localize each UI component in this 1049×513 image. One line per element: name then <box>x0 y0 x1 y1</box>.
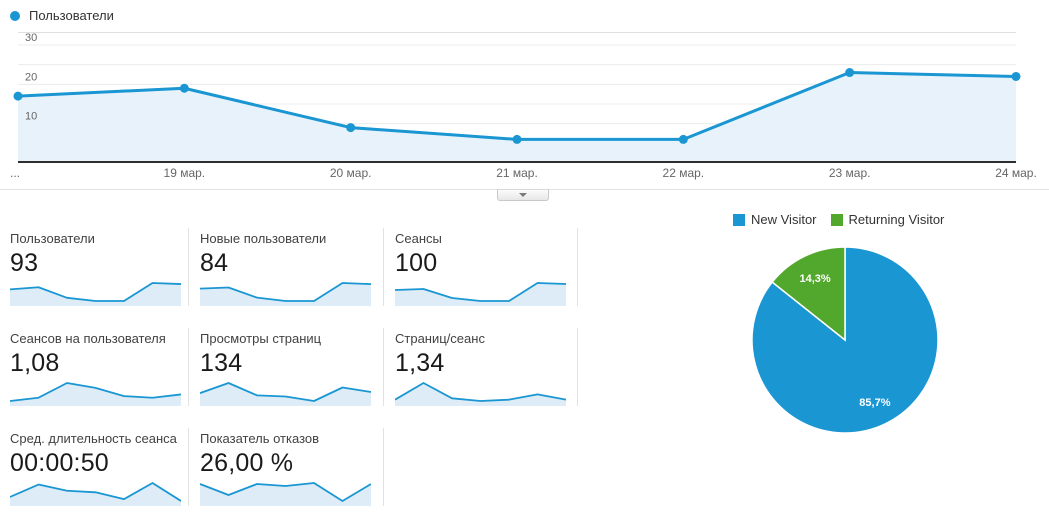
x-axis-label: 20 мар. <box>329 166 372 180</box>
caret-down-icon <box>519 193 527 197</box>
metric-label: Сеансы <box>395 231 442 246</box>
metric-value: 26,00 % <box>200 449 294 477</box>
metric-sparkline <box>10 282 181 306</box>
metric-value: 93 <box>10 249 39 277</box>
metric-sparkline <box>10 382 181 406</box>
metric-sparkline <box>395 282 566 306</box>
legend-label: New Visitor <box>751 212 817 227</box>
metric-sparkline <box>395 382 566 406</box>
users-series-label: Пользователи <box>29 8 114 23</box>
metric-sparkline <box>200 282 371 306</box>
metric-value: 134 <box>200 349 243 377</box>
x-axis-label: 22 мар. <box>662 166 705 180</box>
x-axis-label: 19 мар. <box>163 166 206 180</box>
timeline-legend: Пользователи <box>10 8 114 23</box>
legend-swatch-icon <box>733 213 745 226</box>
pie-slice-percentage: 85,7% <box>859 397 890 409</box>
users-timeline-chart: 10 20 30 <box>13 32 1021 163</box>
empty-cell <box>384 428 578 506</box>
metric-card[interactable]: Сред. длительность сеанса 00:00:50 <box>0 428 189 506</box>
pie-slice[interactable] <box>771 246 846 342</box>
pie-legend-item: Returning Visitor <box>830 212 945 227</box>
data-points <box>13 68 1021 144</box>
svg-text:30: 30 <box>25 32 37 44</box>
metric-card[interactable]: Пользователи 93 <box>0 228 189 306</box>
legend-label: Returning Visitor <box>848 212 945 227</box>
pie-legend: New Visitor Returning Visitor <box>733 212 944 227</box>
metrics-summary-grid: Пользователи 93 Новые пользователи 84 Сеансы… <box>0 228 578 513</box>
metric-value: 84 <box>200 249 229 277</box>
metric-card[interactable]: Новые пользователи 84 <box>189 228 384 306</box>
metric-value: 1,34 <box>395 349 445 377</box>
legend-swatch-icon <box>830 213 843 226</box>
users-series-dot-icon <box>10 10 20 21</box>
metrics-row: Пользователи 93 Новые пользователи 84 Сеансы… <box>0 228 578 306</box>
metric-value: 00:00:50 <box>10 449 109 477</box>
metric-label: Новые пользователи <box>200 231 327 246</box>
svg-text:20: 20 <box>25 71 37 83</box>
metrics-row: Сеансов на пользователя 1,08 Просмотры стр… <box>0 328 578 406</box>
x-axis-label: 21 мар. <box>496 166 538 180</box>
y-axis-labels: 10 20 30 <box>25 32 37 123</box>
pie-slice-percentage: 14,3% <box>799 273 830 285</box>
metric-sparkline <box>200 382 371 406</box>
metric-label: Сеансов на пользователя <box>10 331 166 346</box>
x-axis-label: 23 мар. <box>828 166 871 180</box>
chart-collapse-button[interactable] <box>497 189 549 201</box>
x-axis-label: 24 мар. <box>995 166 1037 180</box>
metric-label: Показатель отказов <box>200 431 320 446</box>
metric-label: Пользователи <box>10 231 95 246</box>
metric-card[interactable]: Страниц/сеанс 1,34 <box>384 328 578 406</box>
svg-text:10: 10 <box>25 111 37 123</box>
metric-value: 100 <box>395 249 438 277</box>
metric-card[interactable]: Показатель отказов 26,00 % <box>189 428 384 506</box>
metrics-row: Сред. длительность сеанса 00:00:50 Показат… <box>0 428 578 506</box>
metric-sparkline <box>200 482 371 506</box>
visitor-type-pie-chart: 85,7% 14,3% <box>751 246 939 434</box>
metric-label: Страниц/сеанс <box>395 331 485 346</box>
metric-label: Просмотры страниц <box>200 331 322 346</box>
metric-card[interactable]: Сеансов на пользователя 1,08 <box>0 328 189 406</box>
metric-sparkline <box>10 482 181 506</box>
timeline-x-axis-labels: ... 19 мар. 20 мар. 21 мар. 22 мар. 23 мар. 24… <box>0 166 1049 182</box>
metric-card[interactable]: Просмотры страниц 134 <box>189 328 384 406</box>
pie-legend-item: New Visitor <box>733 212 817 227</box>
area-fill <box>18 72 1016 162</box>
metric-value: 1,08 <box>10 349 60 377</box>
x-axis-label: ... <box>10 166 21 180</box>
metric-label: Сред. длительность сеанса <box>10 431 177 446</box>
metric-card[interactable]: Сеансы 100 <box>384 228 578 306</box>
